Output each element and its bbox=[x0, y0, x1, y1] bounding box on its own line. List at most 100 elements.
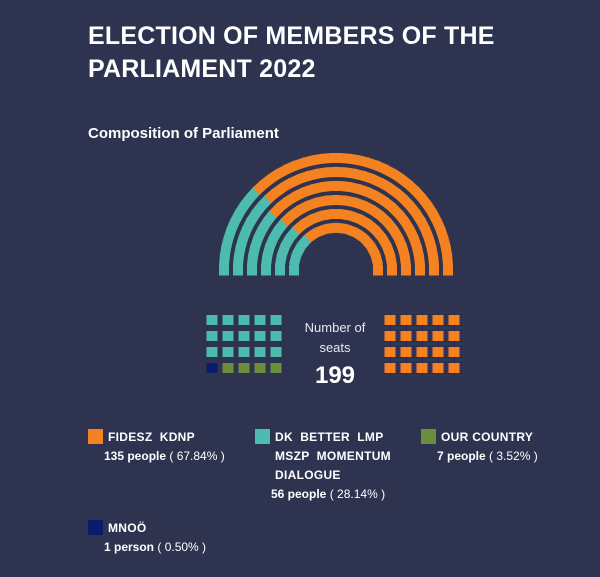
seat bbox=[254, 363, 266, 373]
seat bbox=[206, 347, 218, 357]
legend-percent-mnoo: ( 0.50% ) bbox=[157, 540, 207, 554]
seat bbox=[246, 254, 259, 267]
seat bbox=[254, 331, 266, 341]
seat bbox=[400, 363, 412, 373]
seat bbox=[438, 235, 451, 250]
seat bbox=[238, 363, 250, 373]
seat bbox=[206, 363, 218, 373]
seat bbox=[411, 244, 425, 258]
seat bbox=[320, 152, 333, 164]
seat bbox=[448, 331, 460, 341]
legend-name-mnoo: MNOÖ bbox=[108, 521, 147, 535]
chart-subtitle: Composition of Parliament bbox=[88, 125, 279, 142]
seat bbox=[222, 363, 234, 373]
seat bbox=[247, 264, 257, 276]
seat bbox=[219, 245, 232, 258]
seat bbox=[320, 209, 333, 221]
seat bbox=[310, 181, 324, 195]
seat bbox=[339, 180, 352, 193]
seat bbox=[238, 347, 250, 357]
seat bbox=[270, 363, 282, 373]
seat bbox=[314, 224, 329, 238]
seat bbox=[370, 253, 383, 267]
seat bbox=[238, 331, 250, 341]
seat bbox=[416, 331, 428, 341]
seat bbox=[325, 194, 338, 206]
legend-count-mnoo: 1 person ( 0.50% ) bbox=[104, 538, 248, 557]
seat bbox=[416, 315, 428, 325]
legend-percent-opposition: ( 28.14% ) bbox=[329, 487, 386, 501]
legend-people-fidesz: 135 people bbox=[104, 449, 167, 463]
seat bbox=[275, 264, 285, 276]
seat bbox=[219, 264, 229, 276]
seat bbox=[428, 254, 440, 267]
seat bbox=[416, 347, 428, 357]
seat bbox=[440, 245, 453, 258]
seat bbox=[401, 264, 411, 276]
seat bbox=[400, 315, 412, 325]
seat bbox=[384, 347, 396, 357]
legend-count-fidesz: 135 people ( 67.84% ) bbox=[104, 447, 248, 466]
seat bbox=[309, 210, 324, 224]
legend-people-opposition: 56 people bbox=[271, 487, 327, 501]
seat bbox=[301, 155, 316, 168]
legend-name-fidesz: FIDESZ KDNP bbox=[108, 430, 195, 444]
seat bbox=[400, 331, 412, 341]
seat bbox=[289, 253, 302, 267]
seat bbox=[426, 245, 439, 258]
seat bbox=[397, 244, 410, 258]
seat bbox=[384, 363, 396, 373]
seats-label: Number of seats bbox=[304, 320, 366, 355]
seat bbox=[330, 181, 342, 191]
seat bbox=[270, 347, 282, 357]
seat bbox=[339, 152, 352, 164]
seat bbox=[339, 209, 352, 221]
seat bbox=[334, 194, 347, 206]
legend-percent-fidesz: ( 67.84% ) bbox=[169, 449, 225, 463]
seat bbox=[343, 167, 357, 179]
seat bbox=[387, 264, 397, 276]
seat bbox=[306, 168, 320, 181]
seat bbox=[206, 315, 218, 325]
seat bbox=[413, 254, 426, 267]
seat bbox=[206, 331, 218, 341]
legend-swatch-fidesz bbox=[88, 429, 103, 444]
legend-count-opposition: 56 people ( 28.14% ) bbox=[271, 485, 415, 504]
seat bbox=[330, 153, 342, 163]
seat bbox=[325, 166, 338, 178]
seat bbox=[270, 331, 282, 341]
seat bbox=[415, 264, 425, 276]
legend-swatch-our-country bbox=[421, 429, 436, 444]
parliament-chart bbox=[206, 152, 460, 373]
seat bbox=[442, 254, 454, 267]
seat bbox=[238, 315, 250, 325]
seat bbox=[448, 347, 460, 357]
legend-percent-our-country: ( 3.52% ) bbox=[489, 449, 538, 463]
legend-count-our-country: 7 people ( 3.52% ) bbox=[437, 447, 581, 466]
seat bbox=[320, 180, 333, 193]
legend-name-opposition: DK BETTER LMP MSZP MOMENTUM DIALOGUE bbox=[275, 430, 399, 482]
seat bbox=[443, 264, 453, 276]
seat bbox=[335, 222, 348, 234]
seat bbox=[254, 347, 266, 357]
seat bbox=[432, 363, 444, 373]
legend-people-mnoo: 1 person bbox=[104, 540, 155, 554]
legend-item-our-country: OUR COUNTRY 7 people ( 3.52% ) bbox=[421, 428, 581, 466]
seat bbox=[330, 209, 342, 219]
seat bbox=[222, 331, 234, 341]
seat bbox=[275, 254, 287, 267]
legend-item-fidesz: FIDESZ KDNP 135 people ( 67.84% ) bbox=[88, 428, 248, 466]
seat bbox=[289, 264, 299, 276]
seat bbox=[222, 347, 234, 357]
seat bbox=[233, 264, 243, 276]
seats-total: 199 bbox=[314, 362, 356, 389]
seat bbox=[254, 315, 266, 325]
seat bbox=[399, 254, 412, 267]
seat bbox=[384, 315, 396, 325]
legend-item-opposition: DK BETTER LMP MSZP MOMENTUM DIALOGUE 56 … bbox=[255, 428, 415, 504]
seat bbox=[315, 195, 329, 208]
seat bbox=[366, 243, 381, 258]
seat bbox=[429, 264, 439, 276]
seat bbox=[348, 153, 361, 166]
seat bbox=[416, 363, 428, 373]
